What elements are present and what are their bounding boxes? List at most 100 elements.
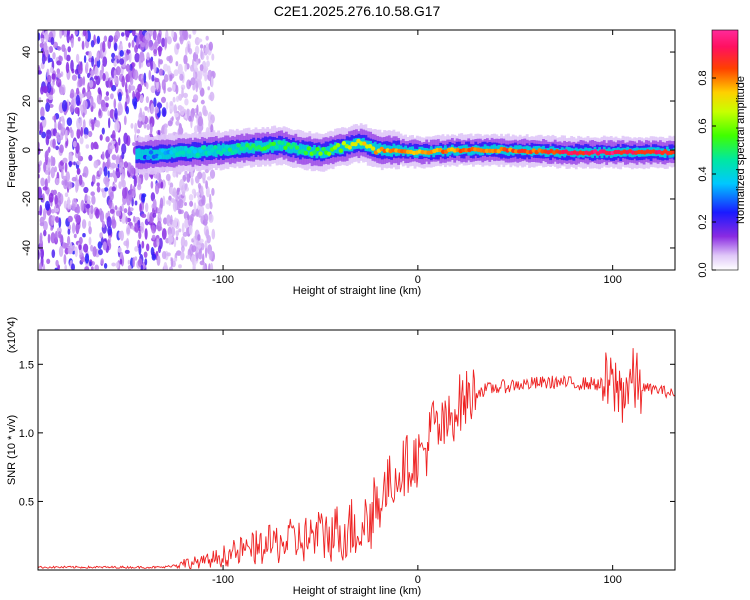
snr-line-layer bbox=[38, 348, 675, 570]
noise-speckle bbox=[103, 176, 109, 185]
noise-speckle bbox=[156, 238, 160, 247]
ridge-cell bbox=[327, 146, 330, 157]
noise-speckle bbox=[193, 62, 198, 71]
noise-speckle bbox=[67, 247, 74, 255]
noise-speckle bbox=[77, 36, 81, 42]
noise-speckle bbox=[129, 85, 136, 91]
ridge-peak bbox=[251, 143, 256, 148]
noise-speckle bbox=[205, 229, 210, 239]
noise-speckle bbox=[51, 215, 56, 221]
ridge-cell bbox=[292, 142, 295, 153]
noise-speckle bbox=[85, 203, 91, 209]
noise-speckle bbox=[204, 47, 210, 54]
noise-speckle bbox=[64, 162, 68, 173]
ridge-peak bbox=[294, 145, 300, 150]
noise-speckle bbox=[54, 166, 57, 173]
ridge-cell bbox=[203, 145, 206, 156]
noise-speckle bbox=[90, 244, 94, 252]
noise-speckle bbox=[168, 199, 171, 207]
noise-speckle bbox=[180, 236, 186, 249]
noise-speckle bbox=[96, 186, 101, 193]
noise-speckle bbox=[58, 217, 62, 228]
noise-speckle bbox=[193, 202, 197, 213]
noise-speckle bbox=[178, 228, 182, 233]
ridge-cell bbox=[483, 144, 487, 154]
noise-speckle bbox=[184, 239, 188, 247]
noise-speckle bbox=[152, 30, 157, 41]
noise-speckle bbox=[166, 56, 172, 62]
noise-speckle bbox=[50, 36, 55, 46]
noise-speckle bbox=[125, 238, 130, 249]
noise-speckle bbox=[139, 94, 144, 103]
noise-speckle bbox=[195, 208, 199, 217]
noise-speckle bbox=[200, 242, 205, 251]
noise-speckle bbox=[123, 161, 129, 169]
noise-speckle bbox=[101, 63, 104, 74]
noise-speckle bbox=[103, 263, 108, 269]
noise-speckle bbox=[93, 160, 99, 169]
noise-speckle bbox=[209, 91, 215, 102]
noise-speckle bbox=[57, 191, 61, 199]
noise-speckle bbox=[50, 226, 53, 231]
noise-speckle bbox=[98, 249, 103, 256]
noise-speckle bbox=[181, 222, 185, 234]
noise-speckle bbox=[67, 181, 73, 190]
noise-speckle bbox=[166, 36, 172, 45]
noise-speckle bbox=[52, 138, 56, 149]
noise-speckle bbox=[151, 253, 157, 261]
noise-speckle bbox=[124, 30, 130, 38]
noise-speckle bbox=[158, 59, 163, 65]
noise-speckle bbox=[78, 151, 81, 161]
top-x-label: Height of straight line (km) bbox=[293, 285, 421, 297]
ridge-cell bbox=[175, 146, 178, 158]
noise-speckle bbox=[211, 187, 215, 196]
ridge-peak bbox=[180, 150, 186, 155]
noise-speckle bbox=[82, 30, 87, 37]
noise-speckle bbox=[153, 97, 157, 108]
noise-speckle bbox=[198, 70, 203, 81]
noise-speckle bbox=[202, 253, 205, 263]
noise-speckle bbox=[153, 49, 158, 55]
ridge-peak bbox=[157, 154, 162, 160]
noise-speckle bbox=[148, 40, 153, 48]
noise-speckle bbox=[146, 123, 151, 131]
noise-speckle bbox=[69, 104, 74, 113]
noise-speckle bbox=[117, 110, 121, 116]
ridge-peak bbox=[362, 141, 367, 146]
noise-speckle bbox=[86, 89, 92, 100]
noise-speckle bbox=[138, 57, 142, 70]
noise-speckle bbox=[40, 106, 45, 119]
noise-speckle bbox=[209, 262, 214, 270]
ridge-peak bbox=[172, 148, 177, 154]
noise-speckle bbox=[90, 266, 94, 270]
noise-speckle bbox=[119, 58, 125, 65]
ridge-peak bbox=[271, 141, 276, 146]
noise-speckle bbox=[70, 37, 74, 48]
ridge-peak bbox=[210, 148, 215, 153]
noise-speckle bbox=[56, 177, 60, 185]
noise-speckle bbox=[88, 154, 93, 161]
noise-speckle bbox=[73, 161, 76, 166]
noise-speckle bbox=[47, 161, 51, 173]
noise-speckle bbox=[188, 194, 194, 201]
noise-speckle bbox=[59, 144, 64, 154]
noise-speckle bbox=[163, 217, 168, 225]
noise-speckle bbox=[132, 142, 136, 147]
noise-speckle bbox=[90, 69, 95, 76]
snr-panel: -100 0 100 0.5 1.0 1.5 Height of straight li… bbox=[6, 317, 676, 597]
ridge-cell bbox=[231, 144, 234, 155]
noise-speckle bbox=[79, 104, 83, 112]
noise-speckle bbox=[167, 87, 173, 92]
noise-speckle bbox=[180, 251, 185, 261]
noise-speckle bbox=[127, 265, 132, 270]
ridge-peak bbox=[356, 138, 361, 144]
noise-speckle bbox=[111, 130, 116, 142]
ridge-peak bbox=[160, 148, 165, 153]
ridge-peak bbox=[189, 146, 195, 151]
noise-speckle bbox=[175, 120, 180, 126]
noise-speckle bbox=[181, 245, 185, 253]
noise-speckle bbox=[211, 53, 215, 61]
noise-speckle bbox=[63, 254, 67, 265]
colorbar-label: Normalized spectral amplitude bbox=[735, 76, 747, 224]
noise-speckle bbox=[150, 192, 156, 202]
